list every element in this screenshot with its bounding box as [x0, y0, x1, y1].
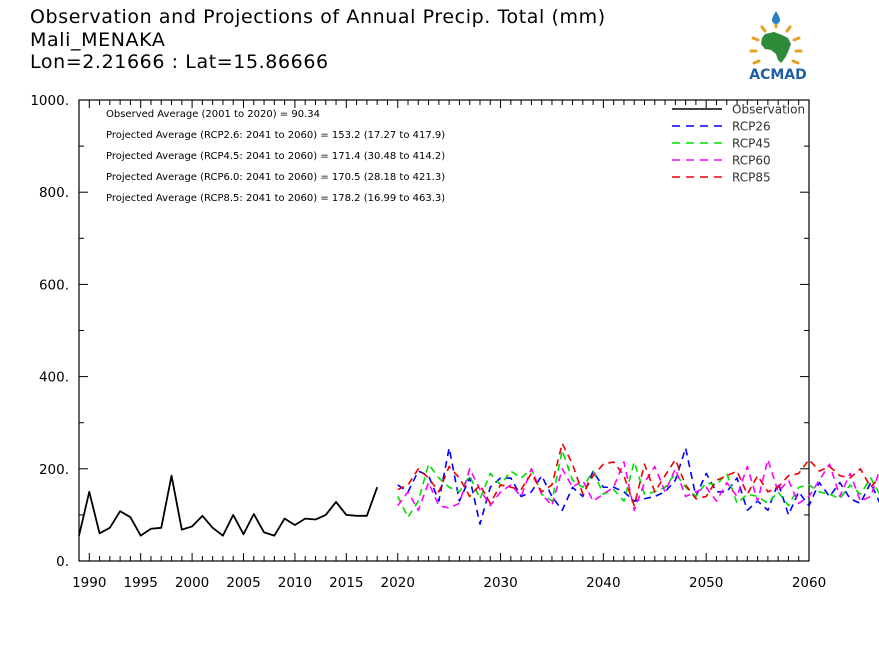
x-tick-label: 1990 [72, 575, 106, 591]
x-tick-label: 2030 [483, 575, 517, 591]
x-tick-label: 2060 [792, 575, 826, 591]
legend-label-observation: Observation [732, 103, 805, 117]
series-line-observation [78, 474, 379, 537]
legend-label-rcp45: RCP45 [732, 137, 771, 151]
acmad-logo: ACMAD [738, 8, 818, 84]
x-tick-label: 2015 [329, 575, 363, 591]
x-tick-label: 2050 [689, 575, 723, 591]
chart-title: Observation and Projections of Annual Pr… [30, 6, 606, 28]
x-tick-label: 2020 [381, 575, 415, 591]
legend-label-rcp26: RCP26 [732, 120, 771, 134]
x-tick-label: 1995 [124, 575, 158, 591]
y-tick-label: 1000. [30, 93, 69, 109]
coordinates-label: Lon=2.21666 : Lat=15.86666 [30, 51, 329, 73]
series-line-rcp85 [397, 442, 879, 507]
series-line-rcp60 [397, 458, 879, 512]
x-tick-label: 2000 [175, 575, 209, 591]
annotation-text: Projected Average (RCP2.6: 2041 to 2060)… [106, 130, 445, 141]
y-tick-label: 0. [56, 554, 69, 570]
annotation-text: Projected Average (RCP4.5: 2041 to 2060)… [106, 151, 445, 162]
series-line-rcp45 [397, 449, 879, 519]
chart-titles: Observation and Projections of Annual Pr… [30, 6, 606, 74]
y-tick-label: 800. [39, 185, 69, 201]
annotation-text: Projected Average (RCP6.0: 2041 to 2060)… [106, 172, 445, 183]
annotation-text: Projected Average (RCP8.5: 2041 to 2060)… [106, 193, 445, 204]
logo-text: ACMAD [749, 67, 807, 83]
legend-label-rcp60: RCP60 [732, 154, 771, 168]
x-tick-label: 2040 [586, 575, 620, 591]
x-tick-label: 2005 [226, 575, 260, 591]
annotation-text: Observed Average (2001 to 2020) = 90.34 [106, 109, 320, 120]
legend-label-rcp85: RCP85 [732, 171, 771, 185]
y-tick-label: 400. [39, 370, 69, 386]
y-tick-label: 200. [39, 462, 69, 478]
x-tick-label: 2010 [278, 575, 312, 591]
plot-frame [78, 99, 810, 562]
location-label: Mali_MENAKA [30, 28, 166, 51]
y-tick-label: 600. [39, 277, 69, 293]
africa-sun-logo-icon: ACMAD [749, 11, 807, 83]
